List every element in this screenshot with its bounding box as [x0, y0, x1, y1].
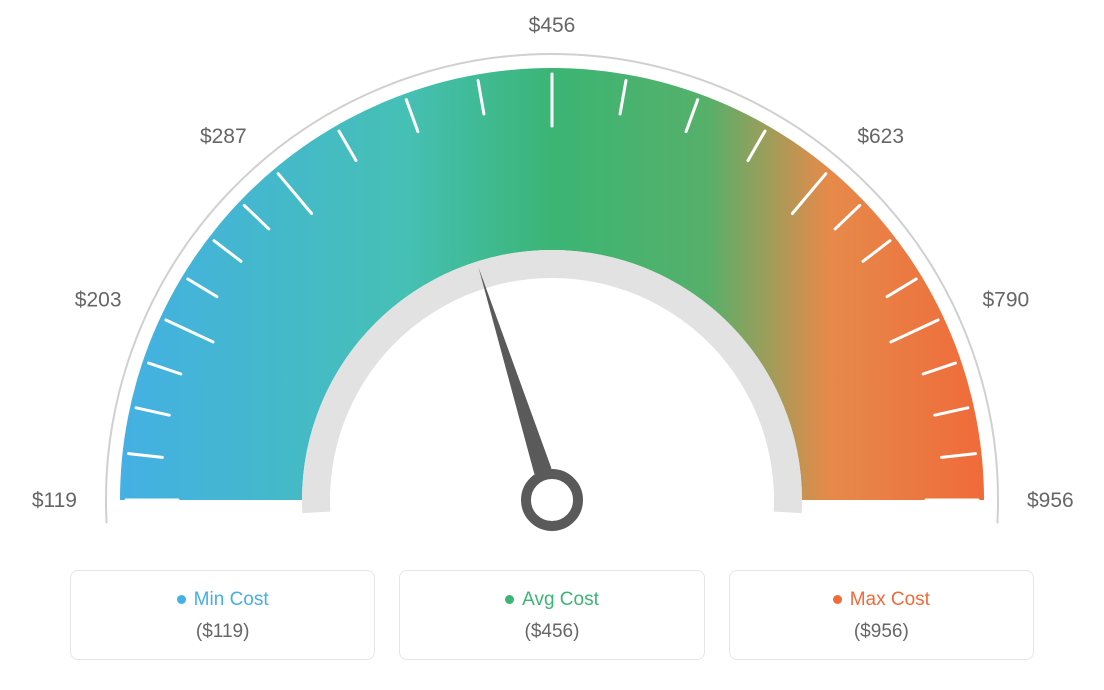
- svg-text:$456: $456: [529, 14, 576, 37]
- svg-text:$119: $119: [32, 489, 77, 512]
- legend-avg-label: Avg Cost: [522, 589, 599, 610]
- legend-min-dot: [177, 595, 186, 604]
- legend-max-dot: [833, 595, 842, 604]
- legend-max-title: Max Cost: [740, 589, 1023, 611]
- legend-min-label: Min Cost: [194, 589, 269, 610]
- gauge-svg: $119 $203 $287 $456 $623 $790 $956: [0, 0, 1104, 560]
- legend-min-title: Min Cost: [81, 589, 364, 611]
- svg-text:$203: $203: [75, 288, 122, 311]
- legend-avg-dot: [505, 595, 514, 604]
- legend-card-min: Min Cost ($119): [70, 570, 375, 660]
- svg-text:$956: $956: [1027, 489, 1074, 512]
- legend-card-avg: Avg Cost ($456): [399, 570, 704, 660]
- legend-min-value: ($119): [81, 621, 364, 643]
- legend-row: Min Cost ($119) Avg Cost ($456) Max Cost…: [70, 570, 1034, 660]
- svg-text:$287: $287: [200, 125, 247, 148]
- svg-text:$790: $790: [982, 288, 1029, 311]
- svg-text:$623: $623: [857, 125, 904, 148]
- legend-max-label: Max Cost: [850, 589, 930, 610]
- gauge-chart: $119 $203 $287 $456 $623 $790 $956: [0, 0, 1104, 560]
- legend-avg-title: Avg Cost: [410, 589, 693, 611]
- legend-avg-value: ($456): [410, 621, 693, 643]
- legend-max-value: ($956): [740, 621, 1023, 643]
- legend-card-max: Max Cost ($956): [729, 570, 1034, 660]
